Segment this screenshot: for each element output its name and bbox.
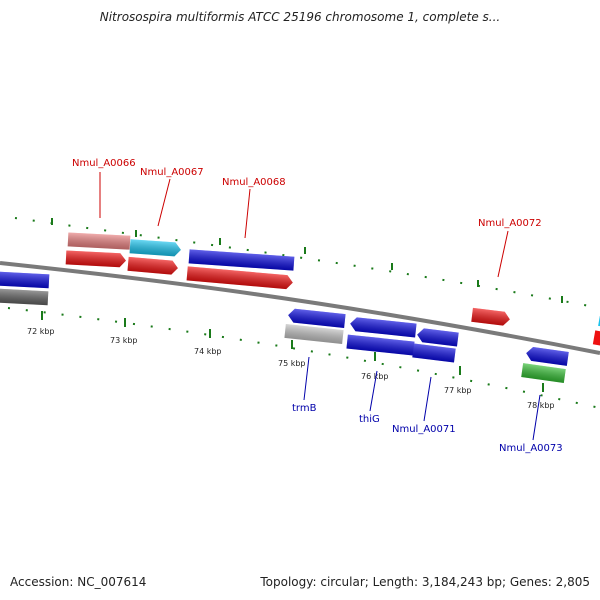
chromosome-backbone [0,261,600,355]
gene-label-nmul-a0066[interactable]: Nmul_A0066 [72,158,136,169]
cds-feature[interactable] [0,271,50,289]
inner-scale-arc [7,307,600,409]
scale-label: 76 kbp [361,372,389,381]
gene-label-nmul-a0068[interactable]: Nmul_A0068 [222,177,286,188]
map-title: Nitrosospira multiformis ATCC 25196 chro… [99,10,501,24]
cds-feature[interactable] [349,317,417,338]
gene-feature-nmul-a0066[interactable] [67,232,131,250]
gene-label-nmul-a0071[interactable]: Nmul_A0071 [392,424,456,435]
gene-label-nmul-a0072[interactable]: Nmul_A0072 [478,218,542,229]
outer-tick-arc [14,217,600,309]
forward-cds-track [65,250,294,290]
summary-text: Topology: circular; Length: 3,184,243 bp… [260,575,590,589]
gene-label-thig[interactable]: thiG [359,414,380,425]
accession-text: Accession: NC_007614 [10,575,147,589]
gene-label-nmul-a0073[interactable]: Nmul_A0073 [499,443,563,454]
gene-label-trmb[interactable]: trmB [292,403,317,414]
gene-feature[interactable] [0,288,49,306]
gene-labels: Nmul_A0066 Nmul_A0067 Nmul_A0068 Nmul_A0… [72,158,563,454]
scale-label: 73 kbp [110,336,138,345]
scale-label: 77 kbp [444,386,472,395]
gene-feature-nmul-a0073[interactable] [521,363,566,383]
gene-feature-thig[interactable] [346,334,415,356]
left-edge-features [0,271,50,306]
cds-feature[interactable] [525,346,569,366]
scale-label: 72 kbp [27,327,55,336]
gene-feature-edge-right[interactable] [592,315,600,346]
cds-feature[interactable] [65,250,127,268]
cds-feature[interactable] [287,308,346,328]
gene-feature-nmul-a0067[interactable] [129,239,182,257]
gene-feature-nmul-a0072[interactable] [471,307,510,327]
gene-feature-nmul-a0068[interactable] [188,249,295,271]
scale-label: 74 kbp [194,347,222,356]
reverse-feature-track [284,308,569,383]
cds-feature[interactable] [186,266,294,290]
upper-feature-track [67,232,600,346]
scale-label: 75 kbp [278,359,306,368]
label-leader-lines [99,172,541,441]
cds-feature[interactable] [127,256,178,275]
scale-label: 78 kbp [527,401,555,410]
gene-feature-trmb[interactable] [284,324,344,344]
gene-label-nmul-a0067[interactable]: Nmul_A0067 [140,167,204,178]
cds-feature[interactable] [416,328,459,347]
scale-labels: 72 kbp 73 kbp 74 kbp 75 kbp 76 kbp 77 kb… [27,327,555,410]
gene-feature-nmul-a0071[interactable] [412,343,456,363]
